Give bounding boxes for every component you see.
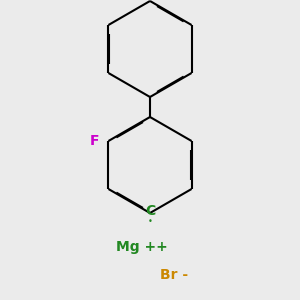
Text: Mg ++: Mg ++ xyxy=(116,240,168,254)
Text: F: F xyxy=(90,134,99,148)
Text: Br -: Br - xyxy=(160,268,188,282)
Text: C: C xyxy=(145,204,155,218)
Text: •: • xyxy=(148,217,152,226)
